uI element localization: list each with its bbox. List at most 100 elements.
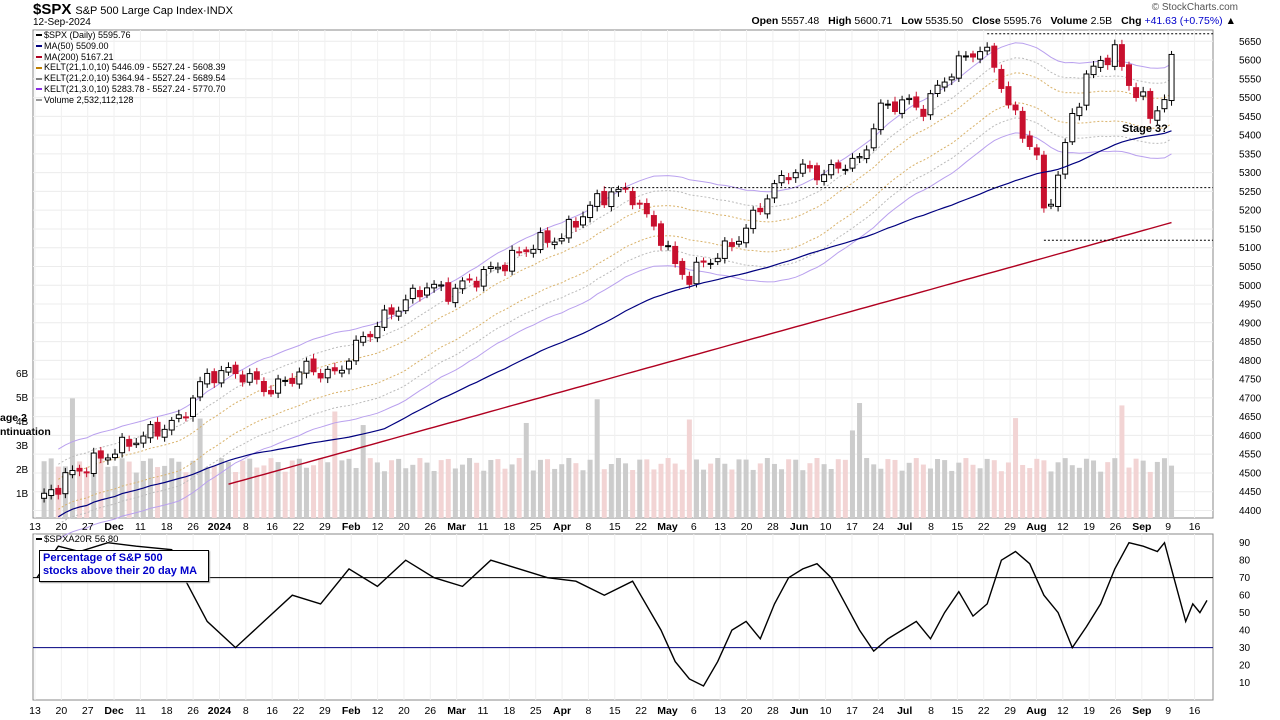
candle-body [537,232,544,251]
candle-body [310,358,317,373]
volume-bar [367,458,373,518]
candle [360,331,367,347]
x-tick-label: 26 [424,705,436,717]
legend-swatch [36,34,42,37]
y-tick-label: 4750 [1239,375,1262,386]
chart-name: S&P 500 Large Cap Index·INDX [75,5,233,17]
keltner-band [58,42,1172,450]
candle [1126,61,1132,91]
x-tick-label: 16 [266,705,278,717]
candle-body [76,467,83,472]
candle [48,484,55,500]
x-tick-label: 22 [293,705,305,717]
candle-body [814,165,820,181]
x-tick-label: Dec [104,705,123,717]
candle-body [785,177,792,181]
volume-bar [545,459,551,518]
volume-bar [332,411,338,518]
x-tick-label: 8 [928,521,934,533]
candle [523,246,530,257]
candle-body [41,492,48,499]
volume-bar [828,469,834,518]
volume-bar [956,462,962,518]
candle [530,244,537,258]
lower-legend-swatch [36,538,42,541]
volume-bar [261,465,267,518]
candle-body [821,174,828,182]
volume-bar [403,468,409,518]
candle-body [1118,44,1125,67]
volume-bar [183,472,189,518]
candle-body [140,435,147,444]
volume-bar [339,460,345,518]
candle-body [587,204,594,219]
volume-bar [835,459,841,518]
candle [906,94,913,105]
legend-swatch [36,55,42,58]
volume-bar [1076,467,1082,518]
candle [204,368,211,388]
candle-body [1026,135,1033,147]
volume-bar [155,467,161,518]
x-tick-label: 20 [741,521,753,533]
candle-body [970,53,976,58]
candle [828,159,835,179]
candle-body [253,371,260,380]
candle [870,123,877,152]
volume-tick-label: 6B [16,369,29,380]
candlesticks [41,39,1175,503]
volume-bar [935,459,941,518]
candle-body [707,262,714,265]
candle-body [416,290,423,298]
volume-bar [693,459,699,518]
x-tick-label: 16 [266,521,278,533]
candle-body [977,51,984,60]
volume-bar [381,471,387,518]
volume-bar [523,422,529,518]
candle [686,271,693,289]
candle [778,170,785,187]
x-tick-label: 18 [161,705,173,717]
y-tick-label: 5450 [1239,112,1262,123]
candle [480,266,487,292]
volume-bar [1147,471,1153,518]
candle-body [438,284,445,287]
candle [147,420,154,443]
indicator-note: Percentage of S&P 500 stocks above their … [39,550,209,582]
candle [707,258,714,270]
volume-bar [69,398,75,518]
candle [97,446,104,464]
candle-body [1147,90,1154,119]
candle [998,64,1005,93]
candle-body [948,76,955,81]
candle [537,227,544,254]
candle [211,368,218,388]
volume-bar [318,458,324,518]
candle-body [530,248,537,254]
volume-bar [864,458,870,518]
candle [991,42,998,73]
volume-bar [615,458,621,518]
candle [970,50,976,63]
candle [303,357,310,379]
volume-bar [1091,460,1097,518]
breadth-indicator [33,541,1213,687]
candle [395,306,402,321]
legend-swatch [36,99,42,102]
candle-body [665,245,672,248]
volume-bar [169,458,175,518]
candle [182,411,189,422]
y-tick-label: 4800 [1239,356,1262,367]
lower-legend: $SPXA20R 56.80 [36,534,118,545]
volume-bar [821,464,827,518]
candle [1033,144,1040,161]
x-tick-label: 6 [691,521,697,533]
volume-bar [708,463,714,518]
candle-body [381,309,388,328]
stage-annotation: Stage 3? [1122,123,1168,135]
candle-body [168,419,175,431]
candle-body [182,416,189,419]
candle-body [197,381,204,398]
volume-bar [1154,461,1160,518]
